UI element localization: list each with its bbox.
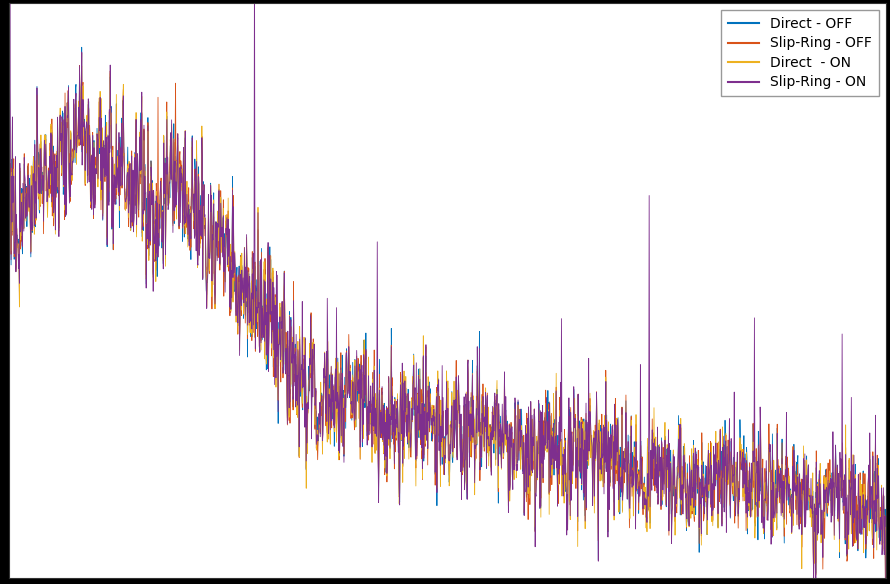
Slip-Ring - OFF	[855, 505, 866, 512]
Line: Slip-Ring - OFF: Slip-Ring - OFF	[9, 53, 886, 584]
Direct  - ON	[854, 530, 865, 537]
Slip-Ring - ON	[694, 487, 705, 494]
Slip-Ring - OFF	[4, 182, 14, 189]
Slip-Ring - OFF	[694, 474, 705, 481]
Direct - OFF	[4, 167, 14, 174]
Direct  - ON	[854, 477, 865, 484]
Slip-Ring - ON	[430, 433, 441, 440]
Direct - OFF	[854, 503, 865, 510]
Direct - OFF	[430, 463, 441, 470]
Slip-Ring - OFF	[854, 470, 865, 477]
Direct - OFF	[407, 407, 417, 414]
Direct  - ON	[430, 465, 441, 472]
Line: Direct - OFF: Direct - OFF	[9, 47, 886, 584]
Direct  - ON	[48, 214, 59, 221]
Line: Slip-Ring - ON: Slip-Ring - ON	[9, 0, 886, 584]
Line: Direct  - ON: Direct - ON	[9, 0, 886, 584]
Direct - OFF	[77, 44, 87, 51]
Direct - OFF	[694, 486, 705, 493]
Slip-Ring - ON	[855, 495, 866, 502]
Slip-Ring - ON	[854, 492, 865, 499]
Legend: Direct - OFF, Slip-Ring - OFF, Direct  - ON, Slip-Ring - ON: Direct - OFF, Slip-Ring - OFF, Direct - …	[721, 10, 878, 96]
Direct - OFF	[48, 211, 59, 218]
Slip-Ring - OFF	[77, 50, 87, 57]
Slip-Ring - ON	[4, 179, 14, 186]
Slip-Ring - OFF	[407, 418, 417, 425]
Slip-Ring - ON	[49, 204, 60, 211]
Direct - OFF	[855, 531, 866, 538]
Slip-Ring - OFF	[430, 435, 441, 442]
Direct  - ON	[407, 395, 417, 402]
Direct  - ON	[694, 525, 705, 532]
Slip-Ring - ON	[407, 416, 417, 423]
Slip-Ring - OFF	[48, 223, 59, 230]
